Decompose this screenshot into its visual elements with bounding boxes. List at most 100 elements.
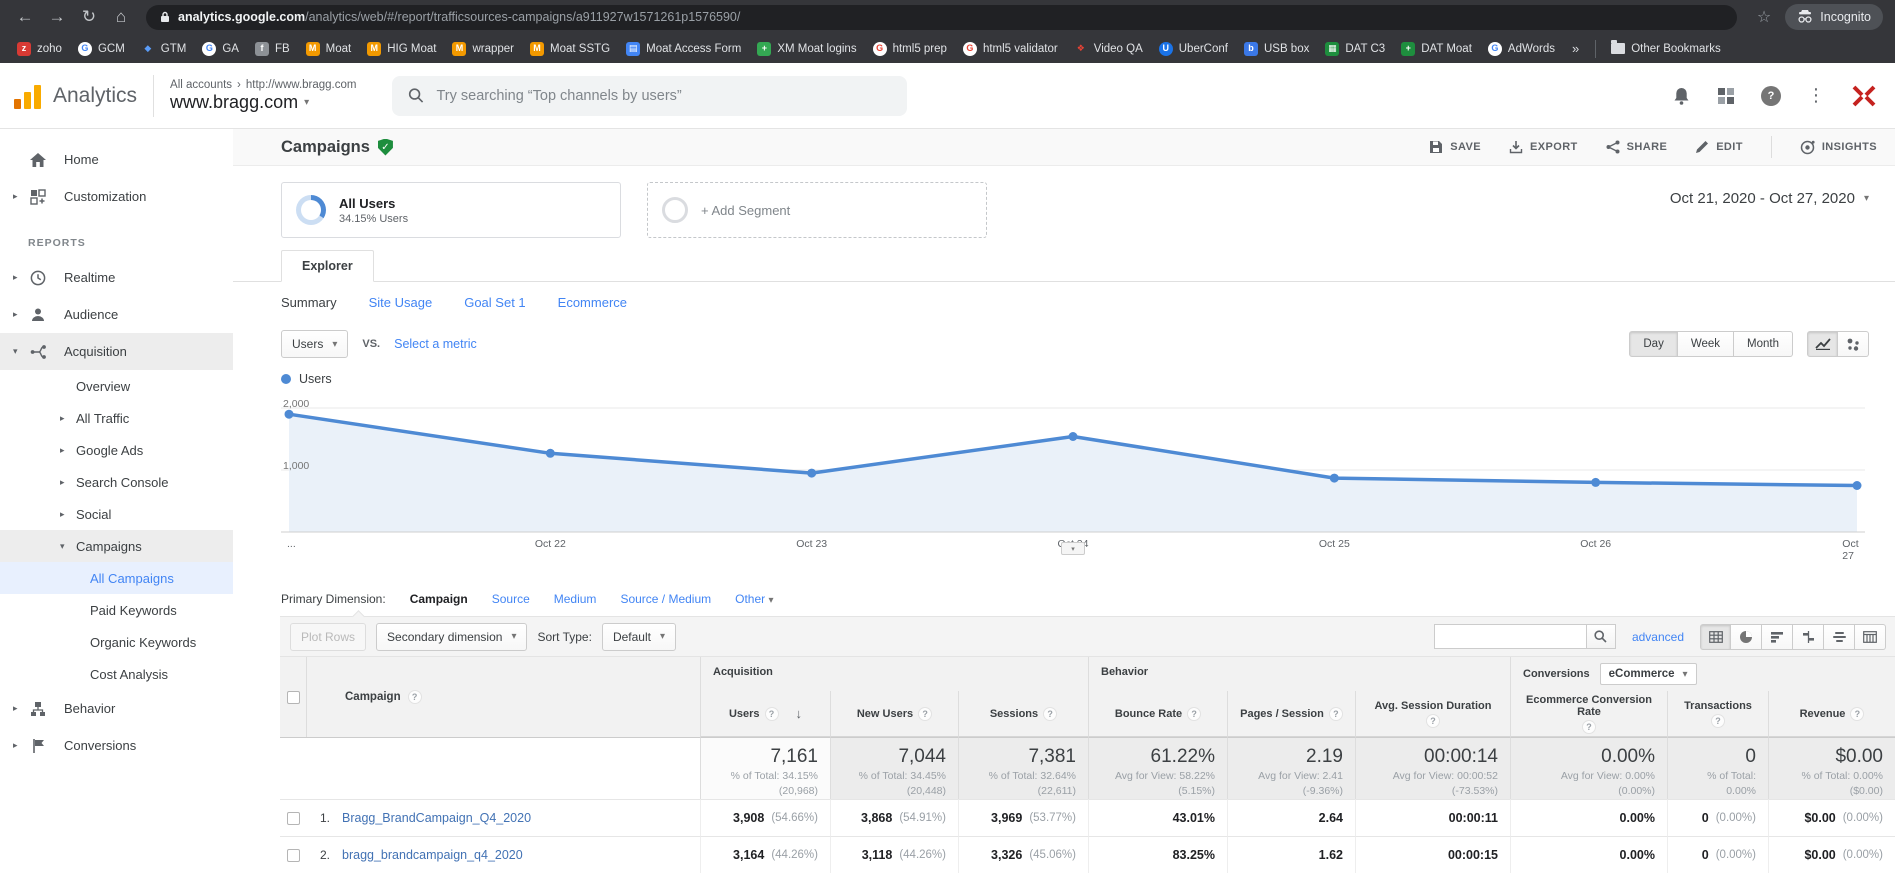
sidebar-item-cost-analysis[interactable]: Cost Analysis — [0, 658, 233, 690]
dimension-source-medium[interactable]: Source / Medium — [620, 592, 712, 606]
sidebar-item-acquisition[interactable]: ▾ Acquisition — [0, 333, 233, 370]
breadcrumb-accounts[interactable]: All accounts — [170, 78, 233, 91]
avatar[interactable] — [1851, 84, 1877, 108]
bookmark-item[interactable]: ▤ Moat Access Form — [619, 40, 748, 58]
select-metric-link[interactable]: Select a metric — [394, 337, 477, 351]
help-icon[interactable]: ? — [1043, 706, 1058, 721]
dimension-campaign[interactable]: Campaign — [409, 592, 468, 606]
subtab-summary[interactable]: Summary — [281, 295, 337, 310]
help-icon[interactable]: ? — [918, 706, 933, 721]
subtab-goal-set-1[interactable]: Goal Set 1 — [464, 295, 526, 310]
plot-rows-button[interactable]: Plot Rows — [290, 622, 367, 651]
line-chart-toggle[interactable] — [1807, 331, 1838, 357]
analytics-logo-icon[interactable] — [14, 83, 41, 109]
segment-all-users[interactable]: All Users 34.15% Users — [281, 182, 621, 238]
help-icon[interactable]: ? — [1187, 706, 1202, 721]
sidebar-item-search-console[interactable]: ▸ Search Console — [0, 466, 233, 498]
column-header-ecommerce-conversion-rate[interactable]: Ecommerce Conversion Rate? — [1510, 691, 1667, 737]
secondary-dimension-dropdown[interactable]: Secondary dimension ▾ — [376, 622, 528, 651]
column-header-revenue[interactable]: Revenue? — [1768, 691, 1895, 737]
bookmarks-overflow-chevron[interactable]: » — [1572, 41, 1580, 56]
tab-explorer[interactable]: Explorer — [281, 250, 374, 282]
bookmark-item[interactable]: G GA — [195, 40, 246, 58]
table-search-button[interactable] — [1585, 624, 1616, 649]
help-icon[interactable]: ? — [1328, 706, 1343, 721]
bookmark-star-icon[interactable]: ☆ — [1756, 9, 1772, 26]
bookmark-item[interactable]: M Moat SSTG — [523, 40, 617, 58]
dimension-other-dropdown[interactable]: Other ▾ — [735, 592, 774, 606]
subtab-ecommerce[interactable]: Ecommerce — [557, 295, 628, 310]
chevron-down-icon[interactable]: ▾ — [13, 346, 18, 356]
back-icon[interactable]: ← — [16, 7, 34, 26]
column-header-users[interactable]: Users? ↓ — [700, 691, 830, 737]
bookmark-item[interactable]: M Moat — [299, 40, 359, 58]
bookmark-item[interactable]: ◆ GTM — [134, 40, 194, 58]
property-selector[interactable]: www.bragg.com ▾ — [170, 92, 356, 113]
metric-dropdown[interactable]: Users ▾ — [281, 330, 349, 358]
export-button[interactable]: EXPORT — [1509, 140, 1578, 154]
help-icon[interactable]: ? — [1426, 713, 1440, 728]
bookmark-item[interactable]: ▦ DAT C3 — [1318, 40, 1392, 58]
view-comparison-toggle[interactable] — [1793, 623, 1824, 650]
sidebar-item-organic-keywords[interactable]: Organic Keywords — [0, 626, 233, 658]
sidebar-item-customization[interactable]: ▸ Customization — [0, 178, 233, 215]
breadcrumb[interactable]: All accounts › http://www.bragg.com — [170, 79, 356, 91]
column-header-sessions[interactable]: Sessions? — [958, 691, 1088, 737]
granularity-week-button[interactable]: Week — [1677, 331, 1735, 357]
add-segment-button[interactable]: + Add Segment — [647, 182, 987, 238]
view-table-toggle[interactable] — [1700, 623, 1731, 650]
help-icon[interactable]: ? — [407, 690, 422, 704]
sidebar-item-social[interactable]: ▸ Social — [0, 498, 233, 530]
view-term-cloud-toggle[interactable] — [1824, 623, 1855, 650]
column-header-bounce-rate[interactable]: Bounce Rate? — [1088, 691, 1227, 737]
chevron-right-icon[interactable]: ▸ — [13, 703, 18, 713]
granularity-month-button[interactable]: Month — [1734, 331, 1793, 357]
sidebar-item-all-campaigns[interactable]: All Campaigns — [0, 562, 233, 594]
sidebar-item-realtime[interactable]: ▸ Realtime — [0, 259, 233, 296]
view-pivot-toggle[interactable] — [1855, 623, 1886, 650]
sidebar-item-audience[interactable]: ▸ Audience — [0, 296, 233, 333]
sidebar-item-behavior[interactable]: ▸ Behavior — [0, 690, 233, 727]
kebab-menu-icon[interactable]: ⋮ — [1807, 85, 1825, 105]
dimension-source[interactable]: Source — [491, 592, 530, 606]
help-icon[interactable]: ? — [1850, 706, 1865, 721]
forward-icon[interactable]: → — [48, 7, 66, 26]
edit-button[interactable]: EDIT — [1695, 140, 1743, 154]
sidebar-item-home[interactable]: Home — [0, 141, 233, 178]
chevron-right-icon[interactable]: ▸ — [60, 508, 65, 519]
date-range-picker[interactable]: Oct 21, 2020 - Oct 27, 2020 ▾ — [1670, 182, 1869, 207]
bookmark-item[interactable]: z zoho — [10, 40, 69, 58]
chevron-down-icon[interactable]: ▾ — [60, 540, 65, 551]
bookmark-item[interactable]: ❖ Video QA — [1067, 40, 1150, 58]
chevron-right-icon[interactable]: ▸ — [60, 412, 65, 423]
sort-type-dropdown[interactable]: Default ▾ — [601, 622, 677, 651]
chevron-right-icon[interactable]: ▸ — [60, 444, 65, 455]
campaign-link[interactable]: Bragg_BrandCampaign_Q4_2020 — [342, 811, 532, 825]
help-icon[interactable]: ? — [1582, 719, 1596, 734]
campaign-link[interactable]: bragg_brandcampaign_q4_2020 — [342, 848, 523, 862]
select-all-checkbox[interactable] — [286, 690, 300, 704]
view-performance-toggle[interactable] — [1762, 623, 1793, 650]
bookmark-item[interactable]: G GCM — [71, 40, 132, 58]
chevron-right-icon[interactable]: ▸ — [13, 272, 18, 282]
sidebar-item-all-traffic[interactable]: ▸ All Traffic — [0, 402, 233, 434]
bookmark-item[interactable]: f FB — [248, 40, 297, 58]
bookmark-item[interactable]: M HIG Moat — [360, 40, 443, 58]
column-header-transactions[interactable]: Transactions? — [1667, 691, 1768, 737]
view-percentage-toggle[interactable] — [1731, 623, 1762, 650]
sidebar-item-overview[interactable]: Overview — [0, 370, 233, 402]
sidebar-item-conversions[interactable]: ▸ Conversions — [0, 727, 233, 764]
bookmark-item[interactable]: + XM Moat logins — [750, 40, 863, 58]
bookmark-item[interactable]: + DAT Moat — [1394, 40, 1479, 58]
annotations-expander[interactable]: ▾ — [1061, 542, 1085, 555]
granularity-day-button[interactable]: Day — [1629, 331, 1678, 357]
column-header-campaign[interactable]: Campaign? — [306, 657, 700, 737]
row-checkbox[interactable] — [286, 811, 300, 825]
bookmark-item[interactable]: U UberConf — [1152, 40, 1235, 58]
breadcrumb-site[interactable]: http://www.bragg.com — [245, 78, 357, 91]
chevron-right-icon[interactable]: ▸ — [60, 476, 65, 487]
save-button[interactable]: SAVE — [1429, 140, 1481, 154]
